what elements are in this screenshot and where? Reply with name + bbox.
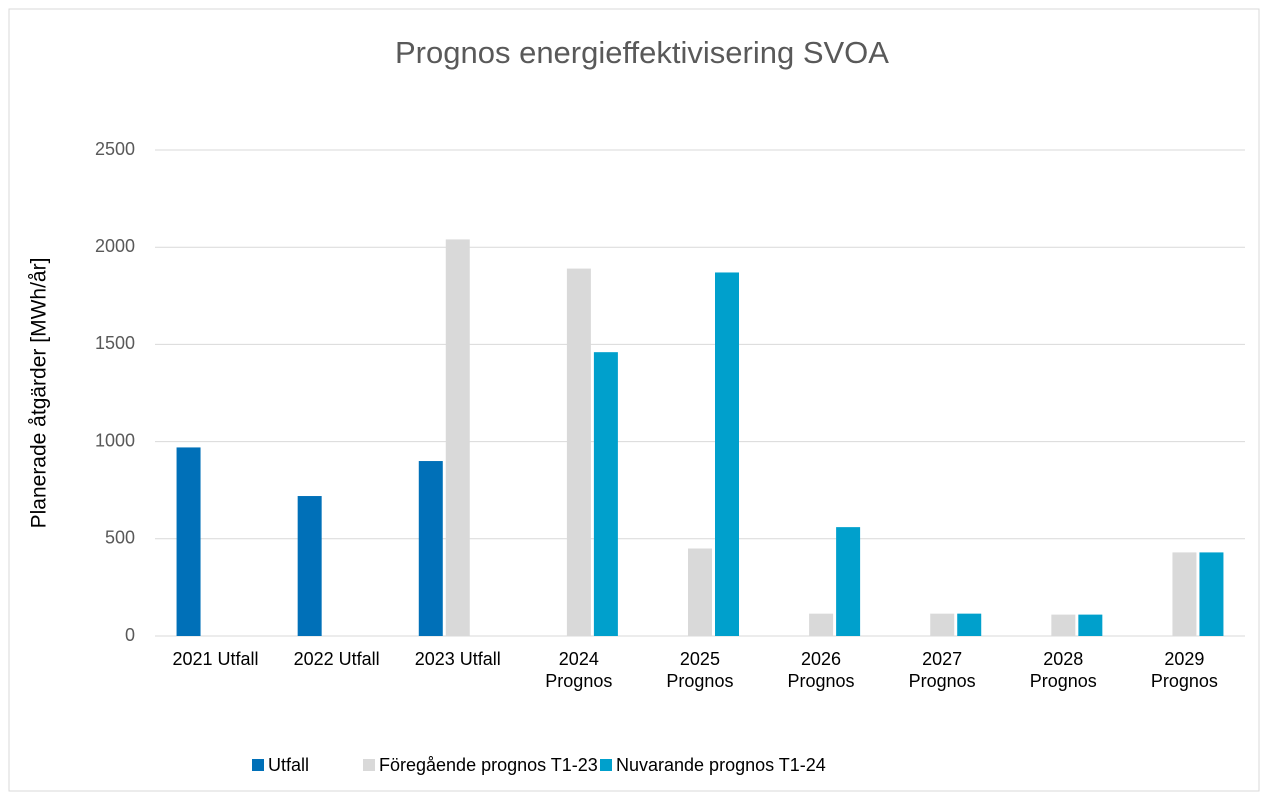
x-tick-label: 2026 Prognos <box>787 649 855 691</box>
chart-border <box>8 8 1260 792</box>
legend-swatch <box>363 759 375 771</box>
legend-label: Nuvarande prognos T1-24 <box>616 755 826 775</box>
bar <box>418 461 443 636</box>
x-tick-label: 2021 Utfall <box>172 649 259 669</box>
x-tick-label: 2022 Utfall <box>293 649 380 669</box>
legend-swatch <box>252 759 264 771</box>
x-tick-label: 2027 Prognos <box>908 649 976 691</box>
bar <box>1172 552 1197 636</box>
x-tick-label: 2028 Prognos <box>1029 649 1097 691</box>
bar <box>297 496 322 636</box>
bar <box>593 352 618 636</box>
y-tick-label: 2500 <box>95 139 135 159</box>
y-tick-label: 2000 <box>95 236 135 256</box>
bar <box>809 613 834 636</box>
bar <box>445 239 470 636</box>
bar <box>1051 614 1076 636</box>
y-tick-label: 1500 <box>95 333 135 353</box>
bar <box>1078 614 1103 636</box>
y-tick-label: 1000 <box>95 430 135 450</box>
bar <box>176 447 201 636</box>
legend-label: Föregående prognos T1-23 <box>379 755 598 775</box>
bar <box>1199 552 1224 636</box>
y-axis-label: Planerade åtgärder [MWh/år] <box>28 258 51 529</box>
bar <box>715 272 739 636</box>
x-tick-label: 2025 Prognos <box>666 649 734 691</box>
chart-title: Prognos energieffektivisering SVOA <box>395 35 889 70</box>
x-tick-label: 2023 Utfall <box>414 649 501 669</box>
bar <box>566 268 591 636</box>
y-tick-label: 500 <box>105 528 135 548</box>
bar <box>688 548 712 636</box>
bar <box>957 613 982 636</box>
bar <box>836 527 861 636</box>
x-tick-label: 2029 Prognos <box>1150 649 1218 691</box>
y-tick-label: 0 <box>125 625 135 645</box>
bar <box>930 613 955 636</box>
legend-label: Utfall <box>268 755 309 775</box>
legend-swatch <box>600 759 612 771</box>
x-tick-label: 2024 Prognos <box>545 649 613 691</box>
